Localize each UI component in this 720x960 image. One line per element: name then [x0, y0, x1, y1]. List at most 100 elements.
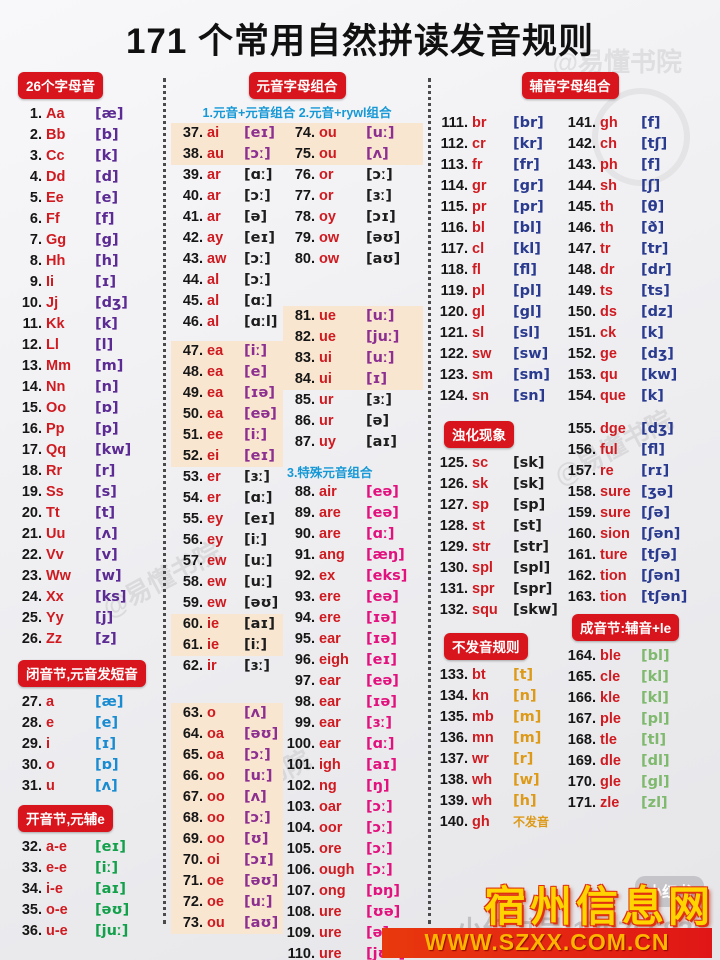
rule-item-18: 18. Rr [r]: [10, 461, 158, 482]
rule-item-45: 45. al [ɑː]: [171, 291, 283, 312]
letter-combo: Ff: [46, 211, 60, 227]
letter-combo: ue: [319, 308, 336, 324]
letter-combo: Mm: [46, 358, 71, 374]
rule-item-171: 171. zle [zl]: [564, 793, 704, 814]
rule-item-163: 163. tion [tʃən]: [564, 587, 704, 608]
ipa-pronunciation: [eə]: [366, 673, 399, 689]
spacer: [564, 407, 704, 419]
rule-number: 38.: [182, 146, 203, 162]
ipa-pronunciation: [ɜː]: [244, 469, 271, 485]
rule-item-36: 36. u-e [juː]: [10, 921, 158, 942]
rule-item-127: 127. sp [sp]: [436, 495, 564, 516]
ipa-pronunciation: [ɪ]: [95, 274, 117, 290]
ipa-pronunciation: [tʃə]: [641, 547, 678, 563]
rule-number: 41.: [182, 209, 203, 225]
letter-combo: st: [472, 518, 485, 534]
ipa-pronunciation: [ks]: [95, 589, 127, 605]
rule-item-132: 132. squ [skw]: [436, 600, 564, 621]
ipa-pronunciation: [spl]: [513, 560, 551, 576]
rule-number: 10.: [21, 295, 42, 311]
letter-combo: air: [319, 484, 337, 500]
rule-item-23: 23. Ww [w]: [10, 566, 158, 587]
rule-number: 130.: [439, 560, 468, 576]
spacer: [171, 333, 283, 341]
rule-item-128: 128. st [st]: [436, 516, 564, 537]
ipa-pronunciation: [kl]: [641, 669, 669, 685]
rule-item-56: 56. ey [iː]: [171, 530, 283, 551]
rule-number: 112.: [440, 136, 468, 152]
rule-number: 61.: [182, 637, 203, 653]
ipa-pronunciation: [f]: [641, 115, 661, 131]
rule-item-5: 5. Ee [e]: [10, 188, 158, 209]
rule-number: 49.: [182, 385, 203, 401]
ipa-pronunciation: [w]: [513, 772, 540, 788]
rule-item-158: 158. sure [ʒə]: [564, 482, 704, 503]
letter-combo: ou: [207, 915, 225, 931]
rule-item-115: 115. pr [pr]: [436, 197, 564, 218]
rule-number: 168.: [567, 732, 596, 748]
letter-combo: sk: [472, 476, 489, 492]
letter-combo: sp: [472, 497, 489, 513]
rule-number: 82.: [294, 329, 315, 345]
ipa-pronunciation: [kl]: [513, 241, 541, 257]
rule-number: 119.: [440, 283, 468, 299]
letter-combo: sn: [472, 388, 489, 404]
column-consonant-combos-1: 111. br [br] 112. cr [kr] 113. fr [fr] 114. gr [gr]…: [436, 113, 564, 833]
rule-number: 145.: [567, 199, 596, 215]
rule-item-6: 6. Ff [f]: [10, 209, 158, 230]
letter-combo: Rr: [46, 463, 63, 479]
rule-item-148: 148. dr [dr]: [564, 260, 704, 281]
rule-number: 63.: [182, 705, 203, 721]
letter-combo: or: [319, 167, 334, 183]
letter-combo: sc: [472, 455, 489, 471]
section-badge: 不发音规则: [444, 633, 528, 660]
ipa-pronunciation: [ɔː]: [244, 747, 271, 763]
rule-item-129: 129. str [str]: [436, 537, 564, 558]
ipa-pronunciation: [fr]: [513, 157, 540, 173]
rule-number: 146.: [567, 220, 596, 236]
rule-item-157: 157. re [rɪ]: [564, 461, 704, 482]
rule-number: 81.: [294, 308, 315, 324]
ipa-pronunciation: [gl]: [641, 774, 670, 790]
rule-number: 8.: [29, 253, 42, 269]
rule-number: 75.: [294, 146, 315, 162]
rule-number: 4.: [29, 169, 42, 185]
rule-item-51: 51. ee [iː]: [171, 425, 283, 446]
vowel-group-subtitle: 1.元音+元音组合 2.元音+rywl组合: [202, 106, 392, 120]
rule-item-42: 42. ay [eɪ]: [171, 228, 283, 249]
rule-number: 121.: [439, 325, 468, 341]
rule-item-156: 156. ful [fl]: [564, 440, 704, 461]
rule-item-159: 159. sure [ʃə]: [564, 503, 704, 524]
rule-item-105: 105. ore [ɔː]: [283, 839, 423, 860]
rule-item-7: 7. Gg [g]: [10, 230, 158, 251]
rule-number: 23.: [21, 568, 42, 584]
ipa-pronunciation: [tʃ]: [641, 136, 668, 152]
ipa-pronunciation: [ɔː]: [366, 820, 393, 836]
letter-combo: ew: [207, 553, 227, 569]
ipa-pronunciation: [iː]: [244, 637, 268, 653]
ipa-pronunciation: [uː]: [244, 894, 273, 910]
ipa-pronunciation: [ɪə]: [366, 631, 397, 647]
spacer: [10, 650, 158, 660]
letter-combo: ure: [319, 904, 342, 920]
spacer: [171, 677, 283, 703]
rule-item-82: 82. ue [juː]: [283, 327, 423, 348]
rule-item-149: 149. ts [ts]: [564, 281, 704, 302]
ipa-pronunciation: [m]: [95, 358, 124, 374]
rule-item-152: 152. ge [dʒ]: [564, 344, 704, 365]
ipa-pronunciation: [m]: [513, 709, 542, 725]
ipa-pronunciation: [aɪ]: [366, 434, 397, 450]
ipa-pronunciation: [əʊ]: [366, 230, 401, 246]
letter-combo: ear: [319, 673, 341, 689]
letter-combo: er: [207, 469, 221, 485]
ipa-pronunciation: [dl]: [641, 753, 670, 769]
ipa-pronunciation: [ɜː]: [244, 658, 271, 674]
rule-number: 35.: [21, 902, 42, 918]
rule-item-154: 154. que [k]: [564, 386, 704, 407]
rule-number: 143.: [567, 157, 596, 173]
letter-combo: th: [600, 220, 614, 236]
rule-item-4: 4. Dd [d]: [10, 167, 158, 188]
ipa-pronunciation: [aʊ]: [366, 251, 401, 267]
rule-item-46: 46. al [ɑːl]: [171, 312, 283, 333]
letter-combo: ea: [207, 406, 224, 422]
